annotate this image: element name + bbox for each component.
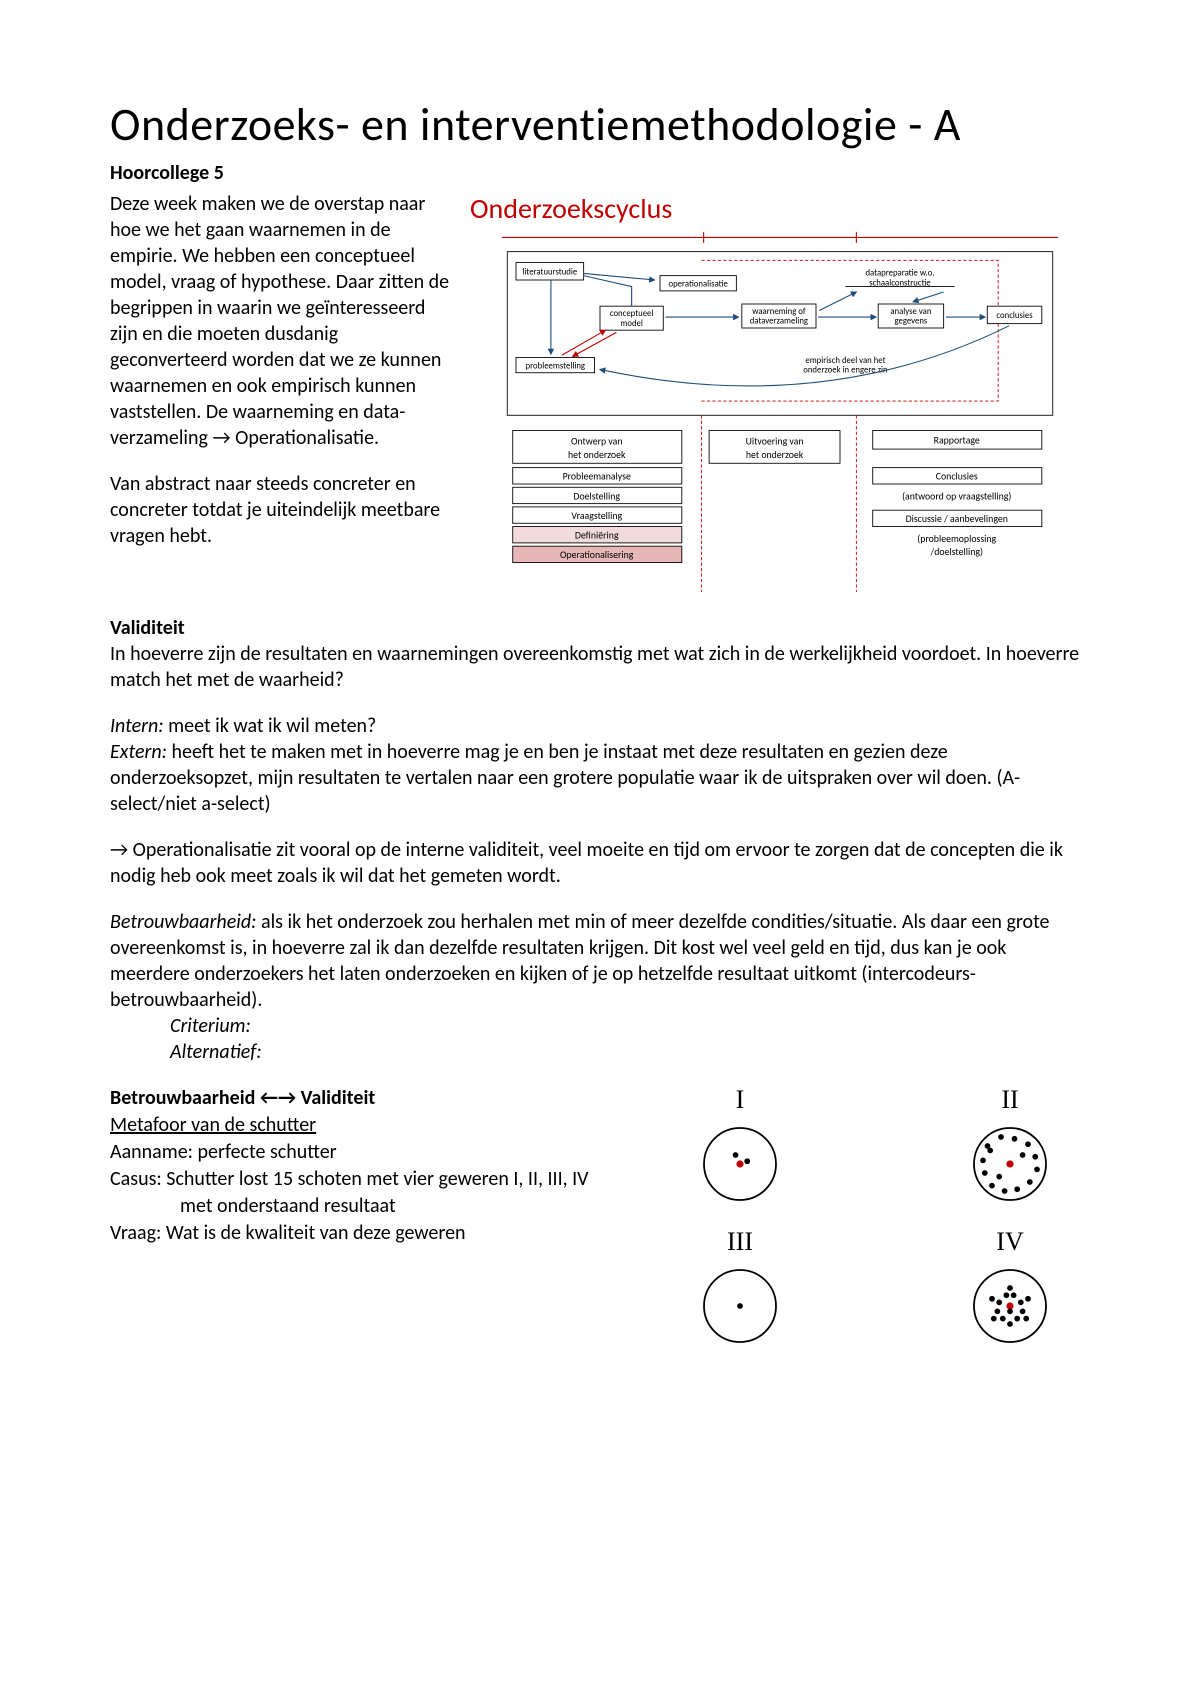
shooter-text: Betrouwbaarheid ←→ Validiteit Metafoor v… xyxy=(110,1085,620,1351)
page: Onderzoeks- en interventiemethodologie -… xyxy=(0,0,1200,1698)
svg-text:empirisch deel van het: empirisch deel van het xyxy=(805,356,885,366)
svg-text:model: model xyxy=(620,318,642,328)
row-doelstelling: Doelstelling xyxy=(573,490,620,502)
svg-text:gegevens: gegevens xyxy=(894,316,927,326)
diagram-column: Onderzoekscyclus xyxy=(470,191,1090,597)
svg-text:analyse van: analyse van xyxy=(890,306,932,316)
row-vraagstelling: Vraagstelling xyxy=(571,510,622,522)
svg-text:dataverzameling: dataverzameling xyxy=(750,316,808,326)
shooter-section: Betrouwbaarheid ←→ Validiteit Metafoor v… xyxy=(110,1085,1090,1351)
validity-p1: In hoeverre zijn de resultaten en waarne… xyxy=(110,642,1079,692)
target-1: I xyxy=(660,1085,820,1209)
row-conclusies: Conclusies xyxy=(936,470,978,482)
note-antwoord: (antwoord op vraagstelling) xyxy=(902,490,1011,502)
target-4: IV xyxy=(930,1227,1090,1351)
target-2: II xyxy=(930,1085,1090,1209)
svg-text:waarneming of: waarneming of xyxy=(752,306,806,316)
svg-text:onderzoek in engere zin: onderzoek in engere zin xyxy=(803,365,888,375)
intro-paragraph-1: Deze week maken we de overstap naar hoe … xyxy=(110,191,450,451)
svg-text:datapreparatie w.o.: datapreparatie w.o. xyxy=(865,268,934,278)
row-definiering: Definiëring xyxy=(575,529,619,541)
shooter-casus-a: Casus: Schutter lost 15 schoten met vier… xyxy=(110,1166,620,1193)
cycle-heading: Onderzoekscyclus xyxy=(470,191,1090,226)
svg-text:het onderzoek: het onderzoek xyxy=(568,448,626,460)
page-title: Onderzoeks- en interventiemethodologie -… xyxy=(110,100,1090,151)
row-discussie: Discussie / aanbevelingen xyxy=(906,513,1008,525)
operationalisatie-arrow-p: → Operationalisatie zit vooral op de int… xyxy=(110,837,1090,889)
targets-grid: I II III IV xyxy=(650,1085,1090,1351)
node-probleemstelling: probleemstelling xyxy=(526,361,585,371)
node-operationalisatie: operationalisatie xyxy=(668,279,728,289)
shooter-casus-b: met onderstaand resultaat xyxy=(110,1193,620,1220)
lecture-subtitle: Hoorcollege 5 xyxy=(110,161,1090,185)
intern-text: meet ik wat ik wil meten? xyxy=(164,714,377,738)
body-content: Validiteit In hoeverre zijn de resultate… xyxy=(110,615,1090,1065)
shooter-vraag: Vraag: Wat is de kwaliteit van deze gewe… xyxy=(110,1220,620,1247)
validity-heading: Validiteit xyxy=(110,616,185,640)
svg-text:Ontwerp van: Ontwerp van xyxy=(571,435,623,447)
target-3: III xyxy=(660,1227,820,1351)
criterium: Criterium: xyxy=(110,1014,251,1038)
extern-text: heeft het te maken met in hoeverre mag j… xyxy=(110,740,1020,816)
row-probleemanalyse: Probleemanalyse xyxy=(563,470,631,482)
svg-text:conceptueel: conceptueel xyxy=(610,309,654,319)
svg-text:Uitvoering van: Uitvoering van xyxy=(746,435,804,447)
intro-left-column: Deze week maken we de overstap naar hoe … xyxy=(110,191,450,597)
svg-text:het onderzoek: het onderzoek xyxy=(746,448,804,460)
svg-text:/doelstelling): /doelstelling) xyxy=(929,546,982,558)
alternatief: Alternatief: xyxy=(110,1040,262,1064)
research-cycle-diagram: literatuurstudie operationalisatie conce… xyxy=(470,232,1090,592)
shooter-heading: Betrouwbaarheid ←→ Validiteit xyxy=(110,1085,620,1112)
extern-label: Extern: xyxy=(110,740,167,764)
node-conclusies: conclusies xyxy=(996,311,1033,321)
shooter-aanname: Aanname: perfecte schutter xyxy=(110,1139,620,1166)
shooter-metaphor: Metafoor van de schutter xyxy=(110,1112,620,1139)
svg-text:(probleemoplossing: (probleemoplossing xyxy=(917,532,996,544)
intro-paragraph-2: Van abstract naar steeds concreter en co… xyxy=(110,471,450,549)
node-literatuur: literatuurstudie xyxy=(522,267,577,277)
two-column-intro: Deze week maken we de overstap naar hoe … xyxy=(110,191,1090,597)
row-operationalisering: Operationalisering xyxy=(560,549,634,561)
betrouw-label: Betrouwbaarheid: xyxy=(110,910,256,934)
col3-header: Rapportage xyxy=(934,434,980,446)
intern-label: Intern: xyxy=(110,714,164,738)
